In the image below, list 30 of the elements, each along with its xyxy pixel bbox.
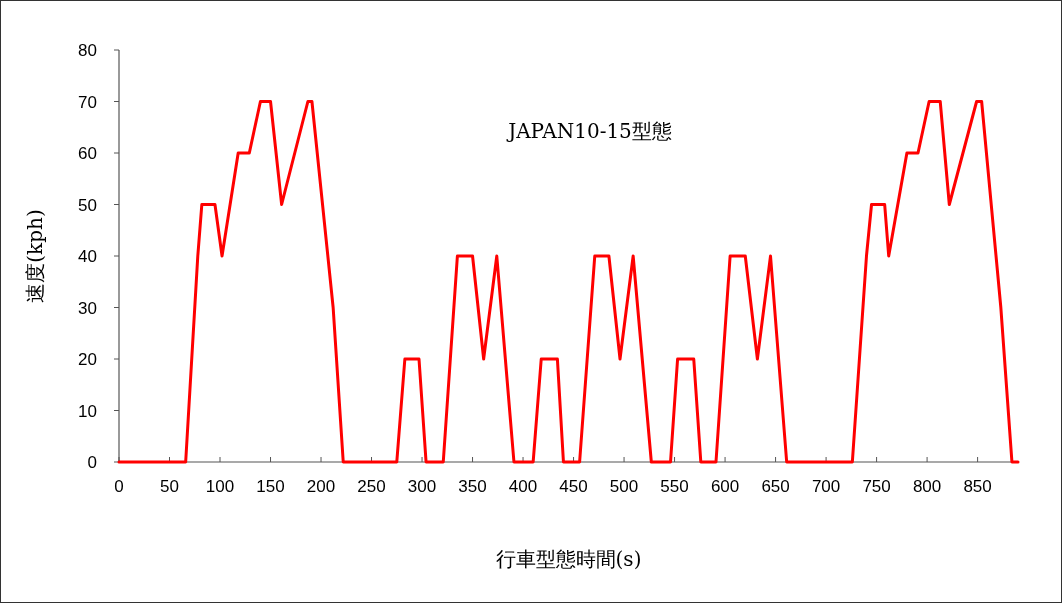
x-tick-label: 0	[114, 477, 124, 496]
y-tick-label: 50	[78, 195, 97, 215]
x-tick-label: 600	[710, 477, 740, 496]
x-tick-label: 850	[963, 477, 992, 496]
x-tick-label: 50	[160, 477, 179, 496]
y-tick-label: 30	[78, 298, 97, 318]
y-tick-label: 80	[78, 41, 97, 60]
y-tick-label: 0	[87, 453, 97, 472]
x-tick-label: 200	[306, 477, 336, 496]
y-axis-title: 速度(kph)	[23, 209, 47, 303]
x-tick-label: 800	[912, 477, 942, 496]
text: JAPAN10-15型態	[506, 119, 672, 143]
y-tick-label: 10	[78, 401, 97, 421]
y-tick-label: 60	[78, 144, 97, 163]
x-axis-title: 行車型態時間(s)	[495, 547, 642, 571]
x-tick-label: 550	[660, 477, 689, 496]
y-tick-label: 40	[78, 247, 97, 266]
x-tick-label: 750	[862, 477, 891, 496]
x-tick-label: 700	[811, 477, 841, 496]
x-tick-label: 650	[761, 477, 790, 496]
y-tick-label: 20	[78, 350, 97, 369]
y-tick-label: 70	[78, 92, 97, 112]
x-tick-label: 100	[205, 477, 235, 496]
x-tick-label: 500	[609, 477, 639, 496]
x-tick-label: 450	[559, 477, 588, 496]
x-tick-label: 350	[458, 477, 487, 496]
x-tick-label: 400	[508, 477, 538, 496]
x-tick-label: 300	[407, 477, 437, 496]
x-tick-label: 150	[256, 477, 285, 496]
x-tick-label: 250	[357, 477, 386, 496]
